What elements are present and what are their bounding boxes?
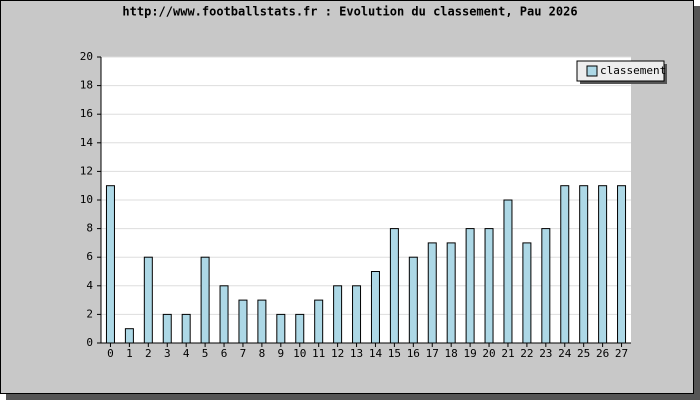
bar	[276, 313, 286, 344]
x-tick-label: 8	[259, 347, 266, 360]
x-tick-label: 1	[126, 347, 133, 360]
bar	[465, 228, 475, 344]
bar	[314, 299, 324, 344]
x-tick-label: 17	[426, 347, 439, 360]
bar	[503, 199, 513, 344]
x-tick-label: 7	[240, 347, 247, 360]
x-tick-label: 12	[331, 347, 344, 360]
y-tick-label: 0	[86, 336, 93, 349]
bar	[200, 256, 210, 344]
bar	[143, 256, 153, 344]
bar	[295, 313, 305, 344]
bar	[427, 242, 437, 344]
x-tick-label: 13	[350, 347, 363, 360]
x-tick-label: 23	[539, 347, 552, 360]
bar	[541, 228, 551, 344]
x-tick-label: 16	[407, 347, 420, 360]
x-tick-label: 4	[183, 347, 190, 360]
x-tick-label: 20	[482, 347, 495, 360]
bar	[560, 185, 570, 344]
bar	[370, 271, 380, 344]
x-tick-label: 5	[202, 347, 209, 360]
bar	[333, 285, 343, 344]
y-tick-label: 4	[86, 279, 93, 292]
bar	[105, 185, 115, 344]
bar	[446, 242, 456, 344]
y-tick-label: 2	[86, 307, 93, 320]
y-tick-label: 8	[86, 222, 93, 235]
legend-swatch	[586, 65, 598, 77]
bar	[352, 285, 362, 344]
x-tick-label: 2	[145, 347, 152, 360]
bar	[617, 185, 627, 344]
bar	[408, 256, 418, 344]
x-tick-label: 27	[615, 347, 628, 360]
y-tick-label: 18	[80, 79, 93, 92]
y-tick-label: 12	[80, 164, 93, 177]
x-tick-label: 21	[501, 347, 514, 360]
bar	[598, 185, 608, 344]
x-tick-label: 15	[388, 347, 401, 360]
x-tick-label: 22	[520, 347, 533, 360]
chart-title: http://www.footballstats.fr : Evolution …	[122, 5, 577, 19]
x-tick-label: 18	[445, 347, 458, 360]
x-tick-label: 0	[107, 347, 114, 360]
bar	[219, 285, 229, 344]
y-tick-label: 6	[86, 250, 93, 263]
y-tick-label: 10	[80, 193, 93, 206]
bar	[579, 185, 589, 344]
y-tick-label: 20	[80, 50, 93, 63]
x-tick-label: 6	[221, 347, 228, 360]
y-tick-label: 16	[80, 107, 93, 120]
y-tick-label: 14	[80, 136, 94, 149]
x-tick-label: 3	[164, 347, 171, 360]
x-tick-label: 14	[369, 347, 383, 360]
x-tick-label: 9	[278, 347, 285, 360]
bar	[162, 313, 172, 344]
legend-label: classement	[600, 64, 666, 77]
x-tick-label: 26	[596, 347, 609, 360]
x-tick-label: 10	[293, 347, 306, 360]
bar	[181, 313, 191, 344]
legend-frame	[576, 60, 665, 82]
bar	[389, 228, 399, 344]
bar	[257, 299, 267, 344]
x-tick-label: 25	[577, 347, 590, 360]
bar	[522, 242, 532, 344]
bar	[484, 228, 494, 344]
x-tick-label: 11	[312, 347, 325, 360]
x-tick-label: 24	[558, 347, 572, 360]
x-tick-label: 19	[463, 347, 476, 360]
bar	[238, 299, 248, 344]
bar	[124, 328, 134, 344]
